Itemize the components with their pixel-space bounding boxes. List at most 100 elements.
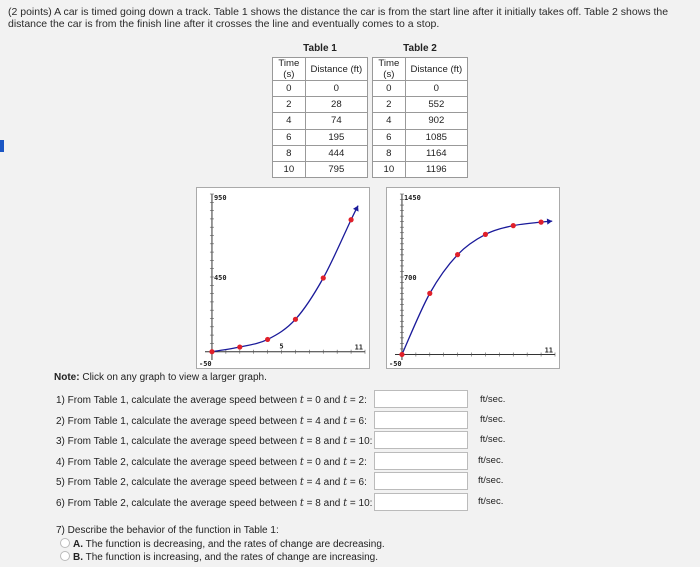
question-t-start: 4 xyxy=(315,416,321,427)
table1-header-distance: Distance (ft) xyxy=(304,57,369,81)
graph-note: Note: Click on any graph to view a large… xyxy=(54,372,267,383)
question-text: 4) From Table 2, calculate the average s… xyxy=(56,457,300,468)
table-cell: 1164 xyxy=(404,144,469,162)
table-cell: 10 xyxy=(372,160,406,179)
question-4: 4) From Table 2, calculate the average s… xyxy=(56,457,367,468)
option-letter: A. xyxy=(73,539,83,550)
table2-header-time: Time (s) xyxy=(372,57,406,81)
unit-label: ft/sec. xyxy=(478,496,504,507)
y-top-tick-label: 950 xyxy=(214,194,227,202)
table-row: 6 195 xyxy=(272,128,369,146)
option-letter: B. xyxy=(73,552,83,563)
table-cell: 195 xyxy=(304,128,369,146)
y-bottom-tick-label: -50 xyxy=(199,360,212,368)
unit-label: ft/sec. xyxy=(480,394,506,405)
data-point xyxy=(292,316,299,322)
data-point xyxy=(482,231,489,237)
table-cell: 795 xyxy=(304,160,369,179)
table-cell: 0 xyxy=(304,79,369,98)
note-label: Note: xyxy=(54,372,80,383)
graph1-thumbnail[interactable]: 950 450 -50 5 11 xyxy=(196,187,370,369)
table-row: 8 444 xyxy=(272,144,369,162)
table-cell: 902 xyxy=(404,112,469,130)
table-cell: 10 xyxy=(272,160,306,179)
question-5: 5) From Table 2, calculate the average s… xyxy=(56,477,367,488)
question-t-start: 4 xyxy=(315,477,321,488)
question-text: 3) From Table 1, calculate the average s… xyxy=(56,436,300,447)
answer-input-6[interactable] xyxy=(374,493,468,511)
answer-input-1[interactable] xyxy=(374,390,468,408)
table-row: 10 795 xyxy=(272,160,369,179)
question-text: 2) From Table 1, calculate the average s… xyxy=(56,416,300,427)
function-curve xyxy=(211,205,359,353)
question-7-prompt: 7) Describe the behavior of the function… xyxy=(56,525,279,536)
y-bottom-tick-label: -50 xyxy=(389,360,402,368)
note-text: Click on any graph to view a larger grap… xyxy=(79,372,267,383)
table-cell: 28 xyxy=(304,96,369,114)
question-t-end: 6 xyxy=(358,416,365,427)
y-top-tick-label: 1450 xyxy=(404,194,421,202)
table-cell: 6 xyxy=(372,128,406,146)
table-cell: 444 xyxy=(304,144,369,162)
option-text: The function is increasing, and the rate… xyxy=(83,552,378,563)
question-text: 6) From Table 2, calculate the average s… xyxy=(56,498,300,509)
answer-input-2[interactable] xyxy=(374,411,468,429)
option-text: The function is decreasing, and the rate… xyxy=(83,539,385,550)
answer-input-3[interactable] xyxy=(374,431,468,449)
question-t-start: 0 xyxy=(315,395,321,406)
table2-caption: Table 2 xyxy=(403,43,437,54)
radio-button[interactable] xyxy=(60,538,70,548)
question-text: 1) From Table 1, calculate the average s… xyxy=(56,395,300,406)
table-cell: 1085 xyxy=(404,128,469,146)
curve-arrow xyxy=(546,218,553,225)
question-3: 3) From Table 1, calculate the average s… xyxy=(56,436,373,447)
x-right-tick-label: 11 xyxy=(355,344,363,352)
table-cell: 1196 xyxy=(404,160,469,179)
table-cell: 2 xyxy=(272,96,306,114)
curve-arrow xyxy=(352,205,359,212)
data-point xyxy=(265,336,271,343)
data-point xyxy=(455,252,461,258)
option-b[interactable]: B. The function is increasing, and the r… xyxy=(60,551,378,563)
table-row: 10 1196 xyxy=(372,160,469,179)
question-6: 6) From Table 2, calculate the average s… xyxy=(56,498,373,509)
question-t-end: 10 xyxy=(358,436,370,447)
answer-input-4[interactable] xyxy=(374,452,468,470)
table-row: 6 1085 xyxy=(372,128,469,146)
table-cell: 0 xyxy=(404,79,469,98)
unit-label: ft/sec. xyxy=(478,455,504,466)
answer-input-5[interactable] xyxy=(374,472,468,490)
function-curve xyxy=(401,220,553,355)
data-point xyxy=(427,290,433,296)
table-cell: 6 xyxy=(272,128,306,146)
table-cell: 552 xyxy=(404,96,469,114)
question-t-start: 8 xyxy=(315,498,321,509)
x-right-tick-label: 11 xyxy=(545,346,553,354)
data-point xyxy=(237,344,243,350)
data-point xyxy=(510,223,516,229)
data-point xyxy=(538,219,544,225)
data-point xyxy=(399,351,405,358)
table-cell: 74 xyxy=(304,112,369,130)
question-t-start: 8 xyxy=(315,436,321,447)
option-a[interactable]: A. The function is decreasing, and the r… xyxy=(60,538,385,550)
unit-label: ft/sec. xyxy=(480,414,506,425)
question-1: 1) From Table 1, calculate the average s… xyxy=(56,395,367,406)
table-row: 2 552 xyxy=(372,96,469,114)
graph2-thumbnail[interactable]: 1450 700 -50 11 xyxy=(386,187,560,369)
y-mid-tick-label: 450 xyxy=(214,274,227,282)
table-row: 4 74 xyxy=(272,112,369,130)
radio-button[interactable] xyxy=(60,551,70,561)
table1-header-time: Time (s) xyxy=(272,57,306,81)
question-t-start: 0 xyxy=(315,457,321,468)
table-cell: 4 xyxy=(272,112,306,130)
y-mid-tick-label: 700 xyxy=(404,274,417,282)
question-t-end: 10 xyxy=(358,498,370,509)
unit-label: ft/sec. xyxy=(480,434,506,445)
graph2-plot: 1450 700 -50 11 xyxy=(389,193,556,368)
table-cell: 2 xyxy=(372,96,406,114)
unit-label: ft/sec. xyxy=(478,475,504,486)
data-point xyxy=(320,275,326,281)
